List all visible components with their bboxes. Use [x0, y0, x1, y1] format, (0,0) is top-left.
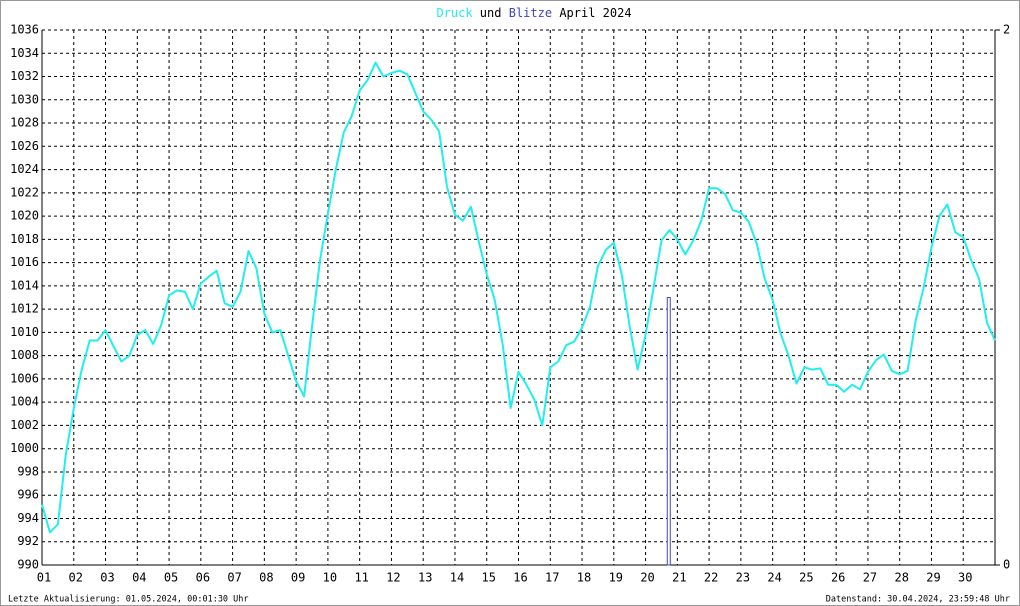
y-tick-label: 994: [17, 511, 39, 525]
y-tick-label: 1018: [10, 232, 39, 246]
y-tick-label: 1004: [10, 395, 39, 409]
x-tick-label: 11: [354, 571, 368, 585]
y-tick-label: 1000: [10, 441, 39, 455]
y-tick-label: 1012: [10, 302, 39, 316]
chart-title: Druck und Blitze April 2024: [436, 6, 631, 20]
x-tick-label: 04: [132, 571, 146, 585]
x-tick-label: 13: [418, 571, 432, 585]
x-tick-label: 17: [545, 571, 559, 585]
x-tick-label: 23: [736, 571, 750, 585]
y-tick-label: 998: [17, 464, 39, 478]
x-tick-label: 02: [69, 571, 83, 585]
y-tick-label: 1024: [10, 162, 39, 176]
x-tick-label: 19: [609, 571, 623, 585]
x-tick-label: 28: [894, 571, 908, 585]
y-tick-label: 1036: [10, 23, 39, 37]
y-tick-label: 1026: [10, 139, 39, 153]
pressure-line: [41, 61, 996, 534]
y-tick-label: 1030: [10, 92, 39, 106]
y-tick-label: 1006: [10, 371, 39, 385]
x-tick-label: 07: [227, 571, 241, 585]
x-tick-label: 06: [196, 571, 210, 585]
x-tick-label: 16: [513, 571, 527, 585]
y-tick-label: 1008: [10, 348, 39, 362]
x-tick-label: 03: [100, 571, 114, 585]
x-tick-label: 10: [323, 571, 337, 585]
title-connector: und: [480, 6, 502, 20]
y-tick-label: 992: [17, 534, 39, 548]
x-tick-label: 26: [831, 571, 845, 585]
x-tick-label: 14: [450, 571, 464, 585]
y-tick-label: 1022: [10, 185, 39, 199]
x-tick-label: 25: [799, 571, 813, 585]
x-tick-label: 21: [672, 571, 686, 585]
y-tick-label: 990: [17, 558, 39, 572]
x-tick-label: 15: [482, 571, 496, 585]
y-tick-label: 1032: [10, 69, 39, 83]
y-tick-label: 1016: [10, 255, 39, 269]
y-tick-label: 1014: [10, 278, 39, 292]
x-tick-label: 27: [863, 571, 877, 585]
x-tick-label: 30: [958, 571, 972, 585]
x-tick-label: 09: [291, 571, 305, 585]
footer-left: Letzte Aktualisierung: 01.05.2024, 00:01…: [8, 595, 249, 605]
x-tick-label: 08: [259, 571, 273, 585]
title-series-0: Druck: [436, 6, 473, 20]
x-tick-label: 29: [926, 571, 940, 585]
y-tick-label: 1028: [10, 116, 39, 130]
y-tick-label: 1010: [10, 325, 39, 339]
y2-tick-label: 0: [1003, 558, 1010, 572]
footer-right: Datenstand: 30.04.2024, 23:59:48 Uhr: [826, 595, 1010, 605]
x-tick-label: 18: [577, 571, 591, 585]
y-tick-label: 1002: [10, 418, 39, 432]
x-tick-label: 20: [640, 571, 654, 585]
lightning-bar: [666, 297, 671, 566]
x-tick-label: 22: [704, 571, 718, 585]
x-tick-label: 24: [767, 571, 781, 585]
x-tick-label: 12: [386, 571, 400, 585]
x-tick-label: 05: [164, 571, 178, 585]
y-tick-label: 1020: [10, 209, 39, 223]
x-tick-label: 01: [37, 571, 51, 585]
title-series-1: Blitze: [509, 6, 552, 20]
y-tick-label: 996: [17, 488, 39, 502]
y2-tick-label: 2: [1003, 23, 1010, 37]
title-suffix: April 2024: [559, 6, 631, 20]
y-tick-label: 1034: [10, 46, 39, 60]
